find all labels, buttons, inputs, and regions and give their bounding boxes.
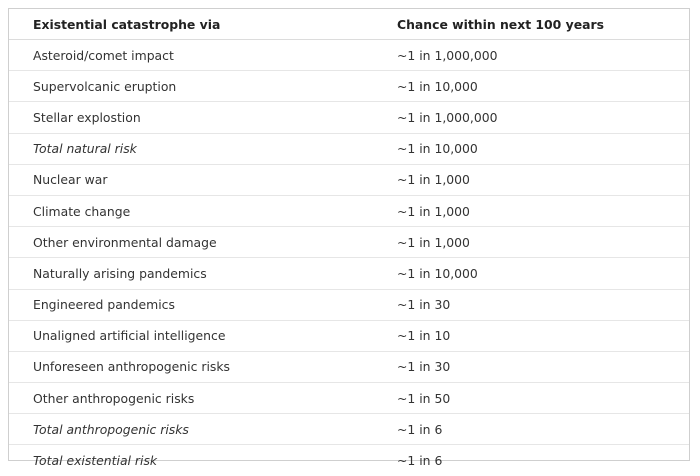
table-row: Other anthropogenic risks ~1 in 50 — [9, 382, 689, 414]
risk-chance-cell: ~1 in 10,000 — [373, 257, 689, 289]
risk-chance-cell: ~1 in 1,000 — [373, 194, 689, 227]
risk-label-cell: Stellar explostion — [9, 101, 373, 134]
risk-chance-cell: ~1 in 10,000 — [373, 132, 689, 165]
risk-table-container: Existential catastrophe via Chance withi… — [8, 8, 690, 476]
risk-label-cell: Other environmental damage — [9, 226, 373, 258]
table-row: Engineered pandemics ~1 in 30 — [9, 288, 689, 321]
risk-label-cell: Unaligned artificial intelligence — [9, 319, 373, 352]
table-row: Unaligned artificial intelligence ~1 in 1… — [9, 319, 689, 352]
risk-chance-cell: ~1 in 6 — [373, 413, 689, 445]
risk-label-cell: Naturally arising pandemics — [9, 257, 373, 289]
risk-chance-cell: ~1 in 50 — [373, 382, 689, 414]
risk-chance-cell: ~1 in 6 — [373, 444, 689, 476]
table-row: Unforeseen anthropogenic risks ~1 in 30 — [9, 350, 689, 383]
risk-label-cell: Supervolcanic eruption — [9, 70, 373, 102]
risk-chance-cell: ~1 in 1,000,000 — [373, 101, 689, 134]
table-row: Total anthropogenic risks ~1 in 6 — [9, 413, 689, 445]
risk-chance-cell: ~1 in 30 — [373, 288, 689, 321]
risk-chance-cell: ~1 in 1,000,000 — [397, 47, 498, 63]
risk-label-cell: Nuclear war — [9, 163, 373, 196]
risk-label-cell: Unforeseen anthropogenic risks — [9, 350, 373, 383]
risk-label-cell: Total existential risk — [9, 444, 373, 476]
risk-label-cell: Other anthropogenic risks — [9, 382, 373, 414]
table-row: Nuclear war ~1 in 1,000 — [9, 163, 689, 196]
risk-label-cell: Climate change — [9, 194, 373, 227]
risk-chance-cell: ~1 in 10 — [373, 319, 689, 352]
table-row: Stellar explostion ~1 in 1,000,000 — [9, 101, 689, 134]
table-row: Other environmental damage ~1 in 1,000 — [9, 226, 689, 258]
risk-table: Existential catastrophe via Chance withi… — [9, 9, 689, 476]
risk-label-cell: Asteroid/comet impact — [33, 47, 174, 63]
header-chance: Chance within next 100 years — [373, 9, 689, 40]
risk-chance-cell: ~1 in 30 — [373, 350, 689, 383]
header-row: Existential catastrophe via Chance withi… — [9, 9, 689, 40]
table-row: Asteroid/comet impact ~1 in 1,000,000 — [9, 40, 689, 71]
table-row: Supervolcanic eruption ~1 in 10,000 — [9, 70, 689, 102]
risk-chance-cell: ~1 in 10,000 — [373, 70, 689, 102]
table-body: Asteroid/comet impact ~1 in 1,000,000 Supe… — [9, 40, 689, 476]
risk-label-cell: Engineered pandemics — [9, 288, 373, 321]
table-header: Existential catastrophe via Chance withi… — [9, 9, 689, 40]
table-row: Total natural risk ~1 in 10,000 — [9, 132, 689, 165]
table-row: Naturally arising pandemics ~1 in 10,000 — [9, 257, 689, 289]
risk-chance-cell: ~1 in 1,000 — [373, 226, 689, 258]
risk-chance-cell: ~1 in 1,000 — [373, 163, 689, 196]
risk-label-cell: Total natural risk — [9, 132, 373, 165]
risk-label-cell: Total anthropogenic risks — [9, 413, 373, 445]
header-catastrophe: Existential catastrophe via — [9, 9, 373, 40]
table-row: Total existential risk ~1 in 6 — [9, 444, 689, 476]
table-row: Climate change ~1 in 1,000 — [9, 194, 689, 227]
